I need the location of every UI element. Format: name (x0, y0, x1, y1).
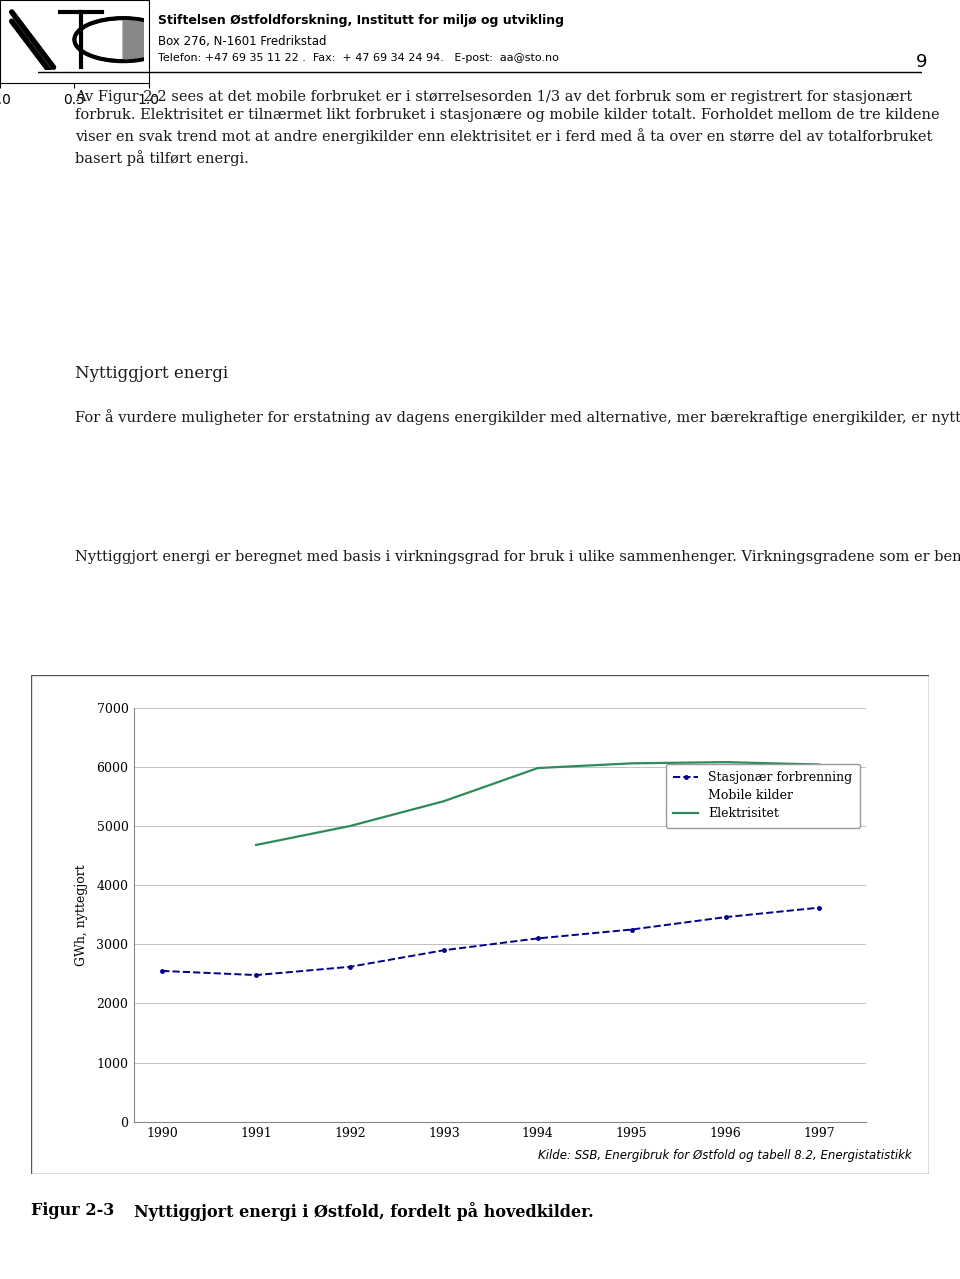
Text: Stiftelsen Østfoldforskning, Institutt for miljø og utvikling: Stiftelsen Østfoldforskning, Institutt f… (158, 14, 564, 27)
Text: 9: 9 (916, 52, 927, 72)
Y-axis label: GWh, nyttegjort: GWh, nyttegjort (75, 863, 88, 966)
Legend: Stasjonær forbrenning, Mobile kilder, Elektrisitet: Stasjonær forbrenning, Mobile kilder, El… (666, 764, 860, 828)
Text: Nyttiggjort energi i Østfold, fordelt på hovedkilder.: Nyttiggjort energi i Østfold, fordelt på… (134, 1202, 594, 1221)
Wedge shape (123, 18, 172, 61)
Text: Telefon: +47 69 35 11 22 .  Fax:  + 47 69 34 24 94.   E-post:  aa@sto.no: Telefon: +47 69 35 11 22 . Fax: + 47 69 … (158, 52, 560, 63)
Text: Box 276, N-1601 Fredrikstad: Box 276, N-1601 Fredrikstad (158, 35, 327, 47)
Text: Kilde: SSB, Energibruk for Østfold og tabell 8.2, Energistatistikk: Kilde: SSB, Energibruk for Østfold og ta… (538, 1149, 911, 1161)
Text: For å vurdere muligheter for erstatning av dagens energikilder med alternative, : For å vurdere muligheter for erstatning … (75, 409, 960, 425)
Text: Nyttiggjort energi er beregnet med basis i virkningsgrad for bruk i ulike sammen: Nyttiggjort energi er beregnet med basis… (75, 550, 960, 564)
Text: Av Figur 2-2 sees at det mobile forbruket er i størrelsesorden 1/3 av det forbru: Av Figur 2-2 sees at det mobile forbruke… (75, 90, 940, 166)
Text: Nyttiggjort energi: Nyttiggjort energi (75, 365, 228, 381)
Text: Figur 2-3: Figur 2-3 (31, 1202, 114, 1219)
